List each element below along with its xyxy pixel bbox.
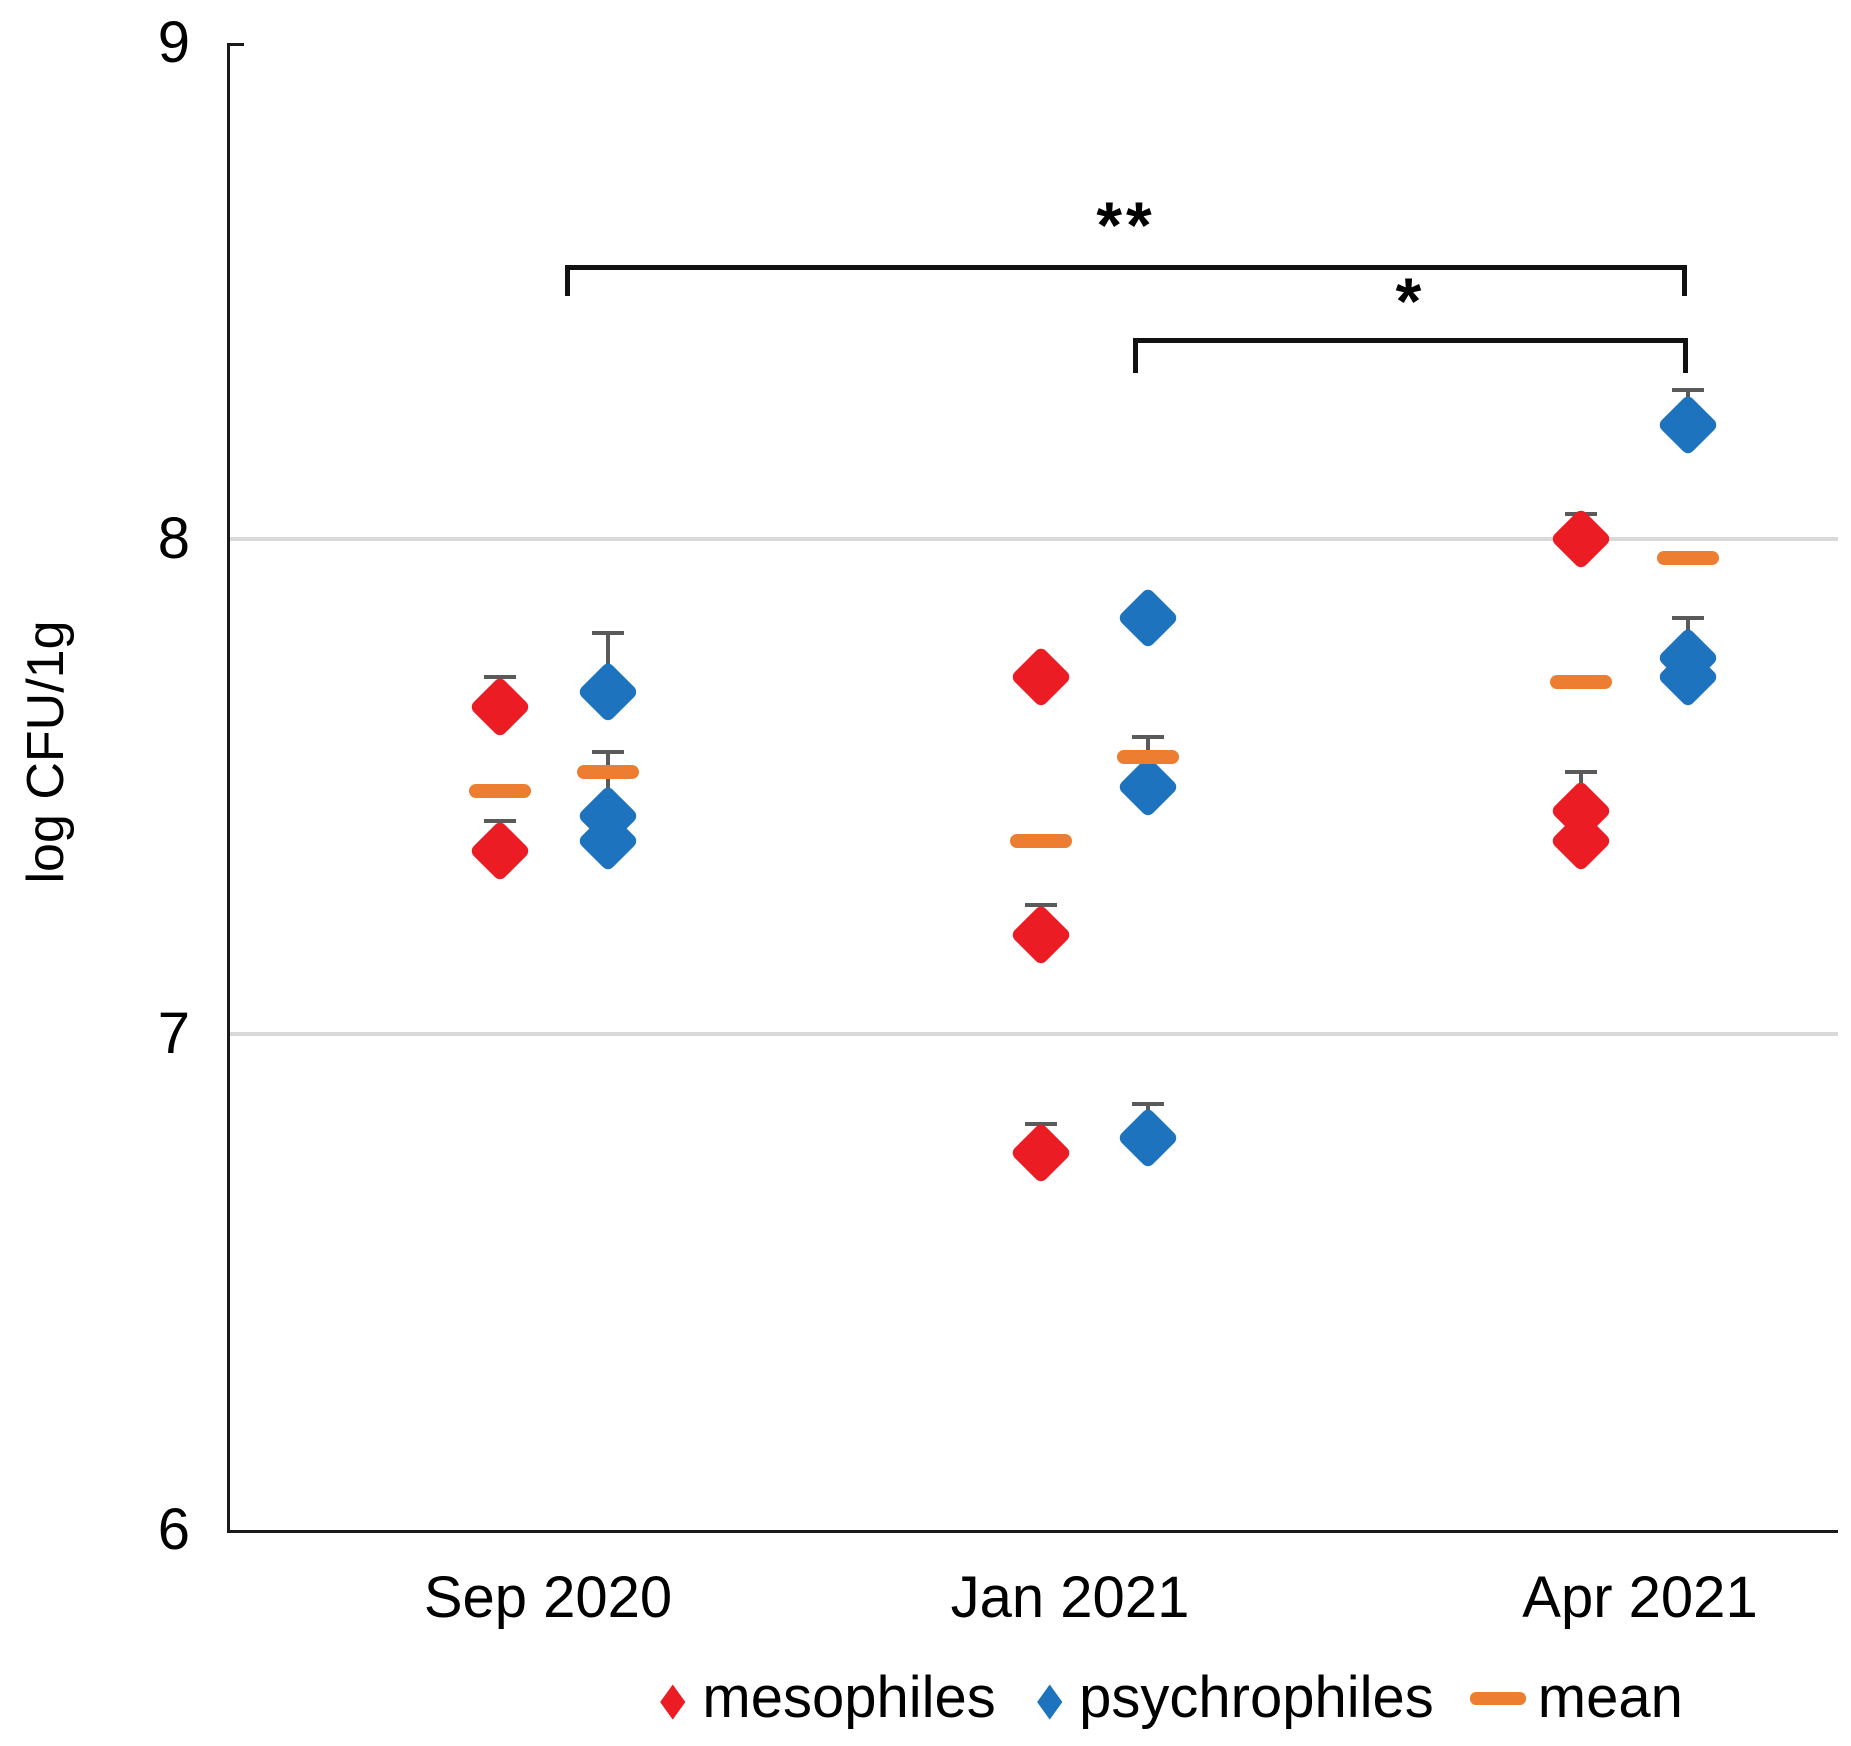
y-tick-label-8: 8 xyxy=(157,505,190,571)
x-axis-label-2: Jan 2021 xyxy=(950,1565,1190,1630)
mean-dash-icon xyxy=(1469,1691,1526,1705)
mesophiles-diamond-icon: ◆ xyxy=(659,1672,686,1724)
error-bar-cap xyxy=(484,819,516,824)
y-tick-label-7: 7 xyxy=(157,1001,190,1067)
legend-label-mesophiles: mesophiles xyxy=(702,1665,996,1730)
mesophiles-mean-marker xyxy=(1550,675,1612,690)
error-bar-stem xyxy=(606,751,610,817)
mesophiles-point xyxy=(1549,507,1613,570)
gridline-8 xyxy=(230,536,1838,541)
significance-label-2: * xyxy=(1395,264,1426,338)
legend-item-mesophiles: ◆ mesophiles xyxy=(655,1668,996,1728)
psychrophiles-mean-marker xyxy=(1117,749,1179,764)
legend-item-mean: mean xyxy=(1469,1665,1683,1730)
error-bar-cap xyxy=(1672,615,1704,620)
x-axis-label-3: Apr 2021 xyxy=(1522,1565,1758,1630)
mesophiles-point xyxy=(468,676,532,739)
error-bar-cap xyxy=(1132,1101,1164,1106)
psychrophiles-point xyxy=(1116,755,1180,818)
legend-label-psychrophiles: psychrophiles xyxy=(1079,1665,1434,1730)
psychrophiles-mean-marker xyxy=(1657,551,1719,566)
y-axis-title: log CFU/1g xyxy=(17,620,75,884)
legend-label-mean: mean xyxy=(1537,1665,1683,1730)
mesophiles-point xyxy=(1009,1122,1073,1185)
error-bar-cap xyxy=(592,749,624,754)
psychrophiles-mean-marker xyxy=(577,764,639,779)
mesophiles-point xyxy=(468,819,532,883)
error-bar-cap xyxy=(1672,387,1704,392)
psychrophiles-point xyxy=(1116,586,1180,650)
y-axis-line xyxy=(227,43,230,1533)
y-axis-top-tick xyxy=(230,43,244,46)
y-tick-label-9: 9 xyxy=(157,10,190,75)
legend-item-psychrophiles: ◆ psychrophiles xyxy=(1032,1668,1434,1728)
significance-bracket-1 xyxy=(565,265,1687,296)
error-bar-cap xyxy=(1132,734,1164,739)
mesophiles-mean-marker xyxy=(469,784,531,799)
psychrophiles-point xyxy=(576,661,640,724)
significance-bracket-2 xyxy=(1133,338,1688,373)
y-tick-label-6: 6 xyxy=(157,1497,190,1562)
mesophiles-point xyxy=(1009,646,1073,709)
error-bar-cap xyxy=(592,630,624,635)
mesophiles-point xyxy=(1009,904,1073,967)
psychrophiles-point xyxy=(1656,393,1720,456)
mesophiles-mean-marker xyxy=(1010,834,1072,849)
significance-label-1: ** xyxy=(1096,188,1156,262)
psychrophiles-diamond-icon: ◆ xyxy=(1036,1672,1063,1724)
error-bar-cap xyxy=(1565,769,1597,774)
psychrophiles-point xyxy=(1116,1107,1180,1170)
legend: ◆ mesophiles ◆ psychrophiles mean xyxy=(655,1668,1683,1728)
x-axis-line xyxy=(227,1530,1838,1533)
x-axis-label-1: Sep 2020 xyxy=(423,1565,673,1630)
gridline-7 xyxy=(230,1032,1838,1037)
